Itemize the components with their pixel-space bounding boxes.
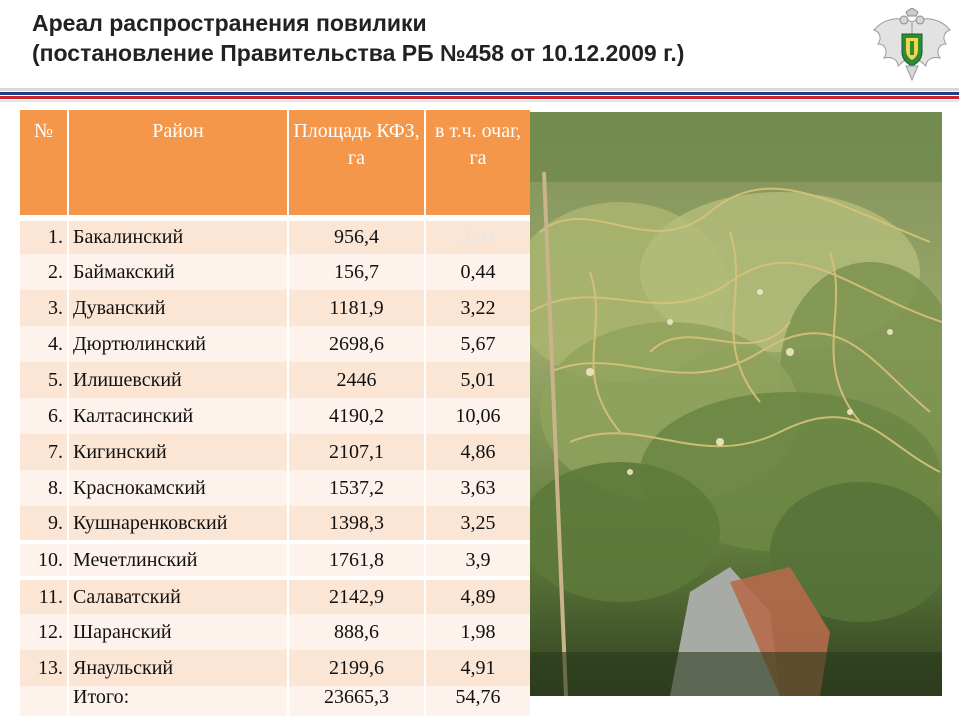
row-district: Калтасинский	[68, 398, 289, 434]
table-row: 10. Мечетлинский 1761,8 3,9	[20, 540, 530, 578]
total-focus: 54,76	[425, 686, 530, 716]
table-row: 3. Дуванский 1181,9 3,22	[20, 290, 530, 326]
row-number: 4.	[20, 326, 69, 362]
row-number: 11.	[20, 576, 69, 614]
row-area: 4190,2	[288, 398, 426, 434]
row-area: 156,7	[288, 254, 426, 290]
row-area: 888,6	[288, 614, 426, 650]
header-area: Площадь КФЗ, га	[288, 110, 426, 221]
row-number: 13.	[20, 650, 69, 686]
total-label: Итого:	[68, 686, 289, 716]
row-focus: 4,86	[425, 434, 530, 470]
table-row: 6. Калтасинский 4190,2 10,06	[20, 398, 530, 434]
row-focus: 5,01	[425, 362, 530, 398]
row-focus: 10,06	[425, 398, 530, 434]
row-focus: 4,91	[425, 650, 530, 686]
row-area: 2107,1	[288, 434, 426, 470]
row-district: Илишевский	[68, 362, 289, 398]
row-area: 1181,9	[288, 290, 426, 326]
table-row: 11. Салаватский 2142,9 4,89	[20, 576, 530, 614]
row-number: 5.	[20, 362, 69, 398]
row-district: Салаватский	[68, 576, 289, 614]
row-district: Мечетлинский	[68, 540, 289, 578]
row-focus: 0,44	[425, 254, 530, 290]
row-number: 10.	[20, 540, 69, 578]
row-number: 1.	[20, 218, 69, 254]
row-focus: 5,67	[425, 326, 530, 362]
row-area: 2142,9	[288, 576, 426, 614]
row-number: 12.	[20, 614, 69, 650]
row-area: 956,4	[288, 218, 426, 254]
title-line-2: (постановление Правительства РБ №458 от …	[32, 40, 685, 66]
row-area: 2199,6	[288, 650, 426, 686]
table-row: 7. Кигинский 2107,1 4,86	[20, 434, 530, 470]
table-row: 1. Бакалинский 956,4 2,94	[20, 218, 530, 254]
row-district: Дюртюлинский	[68, 326, 289, 362]
row-focus: 3,22	[425, 290, 530, 326]
row-district: Бакалинский	[68, 218, 289, 254]
row-area: 1761,8	[288, 540, 426, 578]
row-area: 1398,3	[288, 506, 426, 542]
districts-table: № Район Площадь КФЗ, га в т.ч. очаг, га …	[20, 110, 530, 716]
header-number: №	[20, 110, 69, 221]
row-focus: 4,89	[425, 576, 530, 614]
row-focus: 3,25	[425, 506, 530, 542]
row-district: Дуванский	[68, 290, 289, 326]
table-row: 4. Дюртюлинский 2698,6 5,67	[20, 326, 530, 362]
table-row: 13. Янаульский 2199,6 4,91	[20, 650, 530, 686]
table-row: 12. Шаранский 888,6 1,98	[20, 614, 530, 650]
table-row: 5. Илишевский 2446 5,01	[20, 362, 530, 398]
row-district: Кигинский	[68, 434, 289, 470]
table-row: 9. Кушнаренковский 1398,3 3,25	[20, 506, 530, 542]
slide-title: Ареал распространения повилики (постанов…	[32, 8, 852, 68]
title-line-1: Ареал распространения повилики	[32, 10, 427, 36]
total-area: 23665,3	[288, 686, 426, 716]
row-number: 3.	[20, 290, 69, 326]
emblem-icon	[870, 7, 954, 84]
row-number: 6.	[20, 398, 69, 434]
table-header-row: № Район Площадь КФЗ, га в т.ч. очаг, га	[20, 110, 530, 221]
table-total-row: Итого: 23665,3 54,76	[20, 686, 530, 716]
row-number: 2.	[20, 254, 69, 290]
row-number: 9.	[20, 506, 69, 542]
row-number: 8.	[20, 470, 69, 506]
row-district: Янаульский	[68, 650, 289, 686]
row-focus: 2,94	[425, 218, 530, 254]
row-focus: 1,98	[425, 614, 530, 650]
table-row: 8. Краснокамский 1537,2 3,63	[20, 470, 530, 506]
row-focus: 3,9	[425, 540, 530, 578]
row-district: Шаранский	[68, 614, 289, 650]
row-area: 1537,2	[288, 470, 426, 506]
row-area: 2446	[288, 362, 426, 398]
total-number-cell	[20, 686, 69, 716]
header-district: Район	[68, 110, 289, 221]
row-number: 7.	[20, 434, 69, 470]
row-district: Баймакский	[68, 254, 289, 290]
table-row: 2. Баймакский 156,7 0,44	[20, 254, 530, 290]
row-focus: 3,63	[425, 470, 530, 506]
row-area: 2698,6	[288, 326, 426, 362]
title-divider-stripes	[0, 88, 959, 104]
row-district: Краснокамский	[68, 470, 289, 506]
row-district: Кушнаренковский	[68, 506, 289, 542]
header-focus: в т.ч. очаг, га	[425, 110, 530, 221]
dodder-plant-photo	[530, 112, 942, 696]
